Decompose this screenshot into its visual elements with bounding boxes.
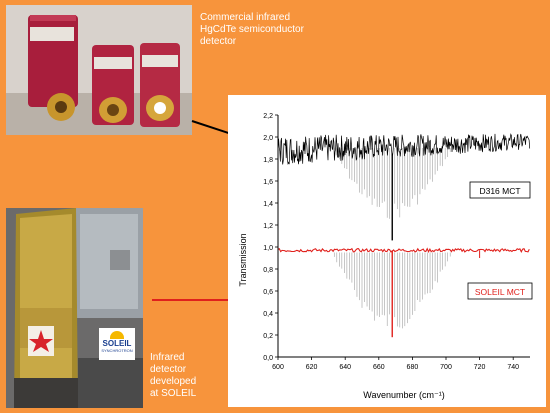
y-tick-label: 0,2: [263, 333, 273, 340]
y-tick-label: 1,6: [263, 179, 273, 186]
caption-line: Infrared: [150, 352, 185, 363]
caption-soleil-detector: Infrared detector developed at SOLEIL: [150, 352, 220, 400]
y-tick-label: 0,4: [263, 311, 273, 318]
caption-line: developed: [150, 376, 197, 387]
x-tick-label: 680: [407, 364, 419, 371]
x-tick-label: 740: [507, 364, 519, 371]
reference-spectra: [333, 148, 451, 329]
legend-soleil-label: SOLEIL MCT: [475, 287, 525, 297]
transmission-chart: 0,0 0,2 0,4 0,6 0,8 1,0 1,2 1,4 1,6 1,8 2,0 2,2 600…: [238, 113, 533, 400]
x-tick-label: 720: [474, 364, 486, 371]
soleil-trace: [277, 247, 530, 254]
y-tick-label: 2,2: [263, 113, 273, 120]
x-tick-label: 600: [272, 364, 284, 371]
caption-line: at SOLEIL: [150, 388, 197, 399]
legend-d316: D316 MCT: [469, 181, 531, 199]
soleil-logo-sun-icon: [110, 331, 124, 339]
series-soleil-mct: [277, 247, 530, 338]
soleil-logo-text: SOLEIL: [102, 339, 132, 348]
soleil-logo: SOLEIL SYNCHROTRON: [99, 328, 135, 360]
soleil-detector-photo: SOLEIL SYNCHROTRON: [6, 208, 143, 408]
commercial-detectors-photo: [6, 5, 192, 135]
y-tick-label: 1,2: [263, 223, 273, 230]
soleil-detector-illustration: [6, 208, 143, 408]
soleil-logo-subtext: SYNCHROTRON: [101, 348, 133, 353]
y-tick-labels: 0,0 0,2 0,4 0,6 0,8 1,0 1,2 1,4 1,6 1,8 2,0 2,2: [263, 113, 278, 362]
caption-commercial-detector: Commercial infrared HgCdTe semiconductor…: [200, 12, 330, 48]
caption-line: detector: [150, 364, 187, 375]
series-d316-mct: [277, 133, 531, 241]
x-tick-label: 640: [339, 364, 351, 371]
legend-d316-label: D316 MCT: [479, 186, 520, 196]
caption-line: detector: [200, 36, 237, 47]
d316-trace: [277, 133, 531, 166]
legend-soleil: SOLEIL MCT: [467, 282, 533, 300]
x-tick-label: 700: [440, 364, 452, 371]
x-tick-label: 660: [373, 364, 385, 371]
y-tick-label: 1,4: [263, 201, 273, 208]
x-axis-label: Wavenumber (cm⁻¹): [363, 390, 444, 400]
y-tick-label: 2,0: [263, 135, 273, 142]
caption-line: HgCdTe semiconductor: [200, 24, 304, 35]
y-tick-label: 1,8: [263, 157, 273, 164]
transmission-chart-panel: 0,0 0,2 0,4 0,6 0,8 1,0 1,2 1,4 1,6 1,8 2,0 2,2 600…: [228, 95, 546, 407]
chart-axes: [277, 115, 530, 358]
caption-line: Commercial infrared: [200, 12, 291, 23]
commercial-detectors-illustration: [6, 5, 192, 135]
x-tick-label: 620: [306, 364, 318, 371]
y-tick-label: 1,0: [263, 245, 273, 252]
y-tick-label: 0,0: [263, 355, 273, 362]
y-tick-label: 0,6: [263, 289, 273, 296]
x-tick-labels: 600 620 640 660 680 700 720 740: [272, 357, 519, 371]
y-tick-label: 0,8: [263, 267, 273, 274]
y-axis-label: Transmission: [238, 233, 248, 286]
